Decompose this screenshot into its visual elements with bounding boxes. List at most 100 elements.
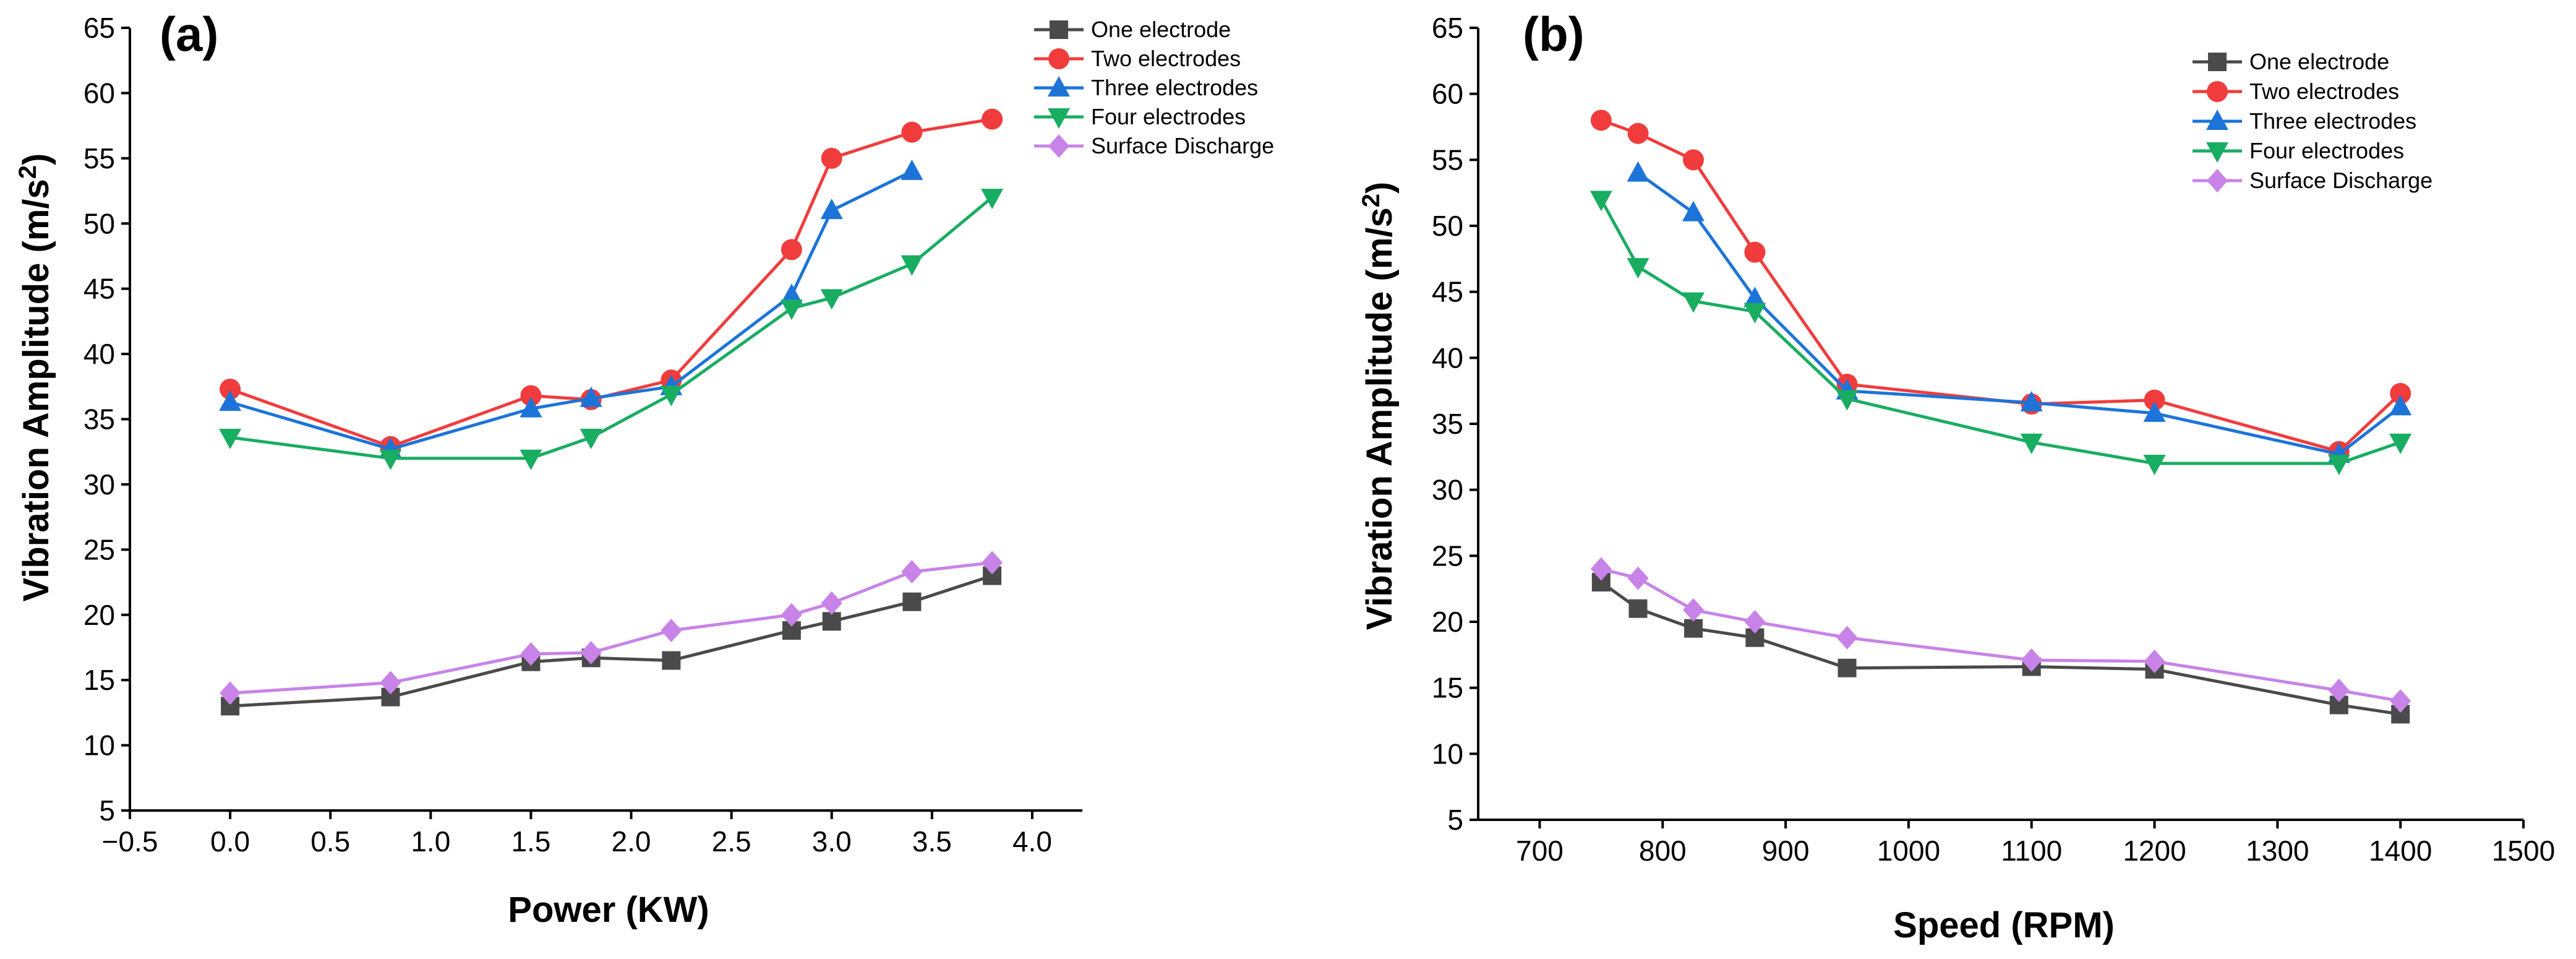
legend-label: Four electrodes (1091, 104, 1246, 129)
series-surface-discharge (220, 551, 1003, 705)
data-point (1838, 658, 1857, 677)
data-point (1836, 626, 1858, 650)
y-axis-title-close: ) (1359, 182, 1400, 194)
data-point (1744, 286, 1766, 307)
legend-label: Surface Discharge (2249, 168, 2433, 193)
data-point (520, 449, 542, 470)
data-point (520, 642, 542, 666)
data-point (1627, 161, 1650, 182)
series-line (1599, 199, 2402, 465)
series-line (1601, 567, 2401, 703)
data-point (901, 121, 923, 143)
x-tick-label: −0.5 (102, 825, 158, 858)
x-tick-label: 1000 (1877, 835, 1940, 867)
data-point (520, 397, 542, 418)
data-point (901, 159, 923, 180)
y-tick-label: 30 (1432, 474, 1463, 506)
data-point (2021, 648, 2042, 672)
panel-b: (b) Speed (RPM) Vibration Amplitude (m/s… (1358, 7, 2555, 945)
data-point (1682, 200, 1705, 221)
x-tick-label: 1100 (2001, 835, 2062, 867)
legend-label: Four electrodes (2249, 138, 2404, 163)
data-point (379, 449, 402, 470)
legend-label: Three electrodes (1091, 75, 1258, 100)
legend-entry: Two electrodes (1034, 46, 1241, 71)
data-point (820, 199, 843, 220)
x-axis-title: Speed (RPM) (1893, 905, 2115, 945)
legend-label: Surface Discharge (1091, 133, 1274, 158)
data-point (1682, 292, 1705, 313)
data-point (1682, 598, 1704, 622)
series-line (1600, 580, 2401, 716)
data-point (520, 385, 542, 406)
y-tick-label: 60 (1432, 78, 1463, 110)
data-point (580, 640, 602, 664)
legend-entry: Three electrodes (1034, 75, 1258, 100)
legend-label: Two electrodes (2249, 79, 2399, 104)
data-point (1744, 241, 1766, 263)
x-tick-label: 0.5 (310, 825, 350, 858)
y-tick-label: 20 (1432, 606, 1463, 638)
data-point (901, 560, 923, 584)
y-tick-label: 25 (1432, 540, 1463, 572)
legend-entry: One electrode (1034, 17, 1231, 42)
data-point (2144, 650, 2165, 673)
series-line (229, 118, 993, 449)
data-point (2390, 689, 2411, 713)
legend-marker (1048, 134, 1069, 158)
series-surface-discharge (1590, 557, 2411, 713)
data-point (781, 603, 802, 627)
data-point (219, 429, 242, 450)
data-point (219, 390, 242, 411)
data-point (2389, 395, 2412, 416)
legend-marker (1048, 48, 1069, 69)
series-four-electrodes (1590, 191, 2412, 475)
legend-label: One electrode (1091, 17, 1231, 42)
y-axis-title-text: Vibration Amplitude (m/s (16, 179, 56, 601)
data-point (1627, 258, 1650, 279)
legend-entry: Surface Discharge (1034, 133, 1274, 158)
data-point (220, 681, 241, 705)
y-tick-label: 55 (83, 142, 115, 174)
y-tick-label: 40 (83, 338, 115, 370)
x-tick-label: 800 (1639, 835, 1687, 867)
data-point (2328, 678, 2350, 702)
data-point (820, 289, 843, 310)
panel-label: (a) (160, 7, 218, 61)
plot-area-a: 5 10 15 20 25 30 35 40 45 50 55 60 65 −0.5 0.0 0.5 1.0 1.… (83, 12, 1082, 858)
series-two-electrodes (220, 108, 1003, 457)
legend-label: Two electrodes (1091, 46, 1241, 71)
x-tick-label: 4.0 (1012, 825, 1052, 858)
x-tick-label: 2.0 (612, 825, 651, 858)
data-point (1627, 123, 1649, 144)
panel-label: (b) (1523, 7, 1585, 61)
series-line (229, 196, 993, 460)
y-tick-label: 10 (1432, 738, 1463, 770)
y-tick-label: 55 (1432, 144, 1463, 176)
data-point (1628, 599, 1648, 618)
y-axis-title-text: Vibration Amplitude (m/s (1359, 207, 1400, 630)
series-line (229, 170, 913, 451)
data-point (661, 619, 682, 643)
data-point (2389, 433, 2412, 454)
data-point (780, 283, 803, 304)
data-point (580, 386, 602, 407)
y-axis-title: Vibration Amplitude (m/s2) (1358, 182, 1400, 630)
data-point (2327, 455, 2350, 475)
y-tick-label: 40 (1432, 342, 1463, 374)
legend-marker (2206, 110, 2228, 130)
series-line (1637, 171, 2402, 456)
y-axis-title: Vibration Amplitude (m/s2) (14, 153, 56, 602)
y-tick-label: 5 (99, 794, 115, 827)
x-tick-label: 1500 (2492, 835, 2555, 867)
x-tick-label: 1.5 (511, 825, 550, 858)
x-tick-label: 700 (1516, 835, 1564, 867)
data-point (1590, 110, 1612, 131)
y-tick-label: 50 (1432, 210, 1463, 242)
legend-entry: Four electrodes (1034, 104, 1246, 129)
legend-marker (2208, 53, 2227, 71)
x-tick-label: 900 (1762, 835, 1810, 867)
data-point (1684, 619, 1703, 638)
y-tick-label: 50 (83, 207, 115, 239)
y-tick-label: 65 (83, 12, 115, 44)
